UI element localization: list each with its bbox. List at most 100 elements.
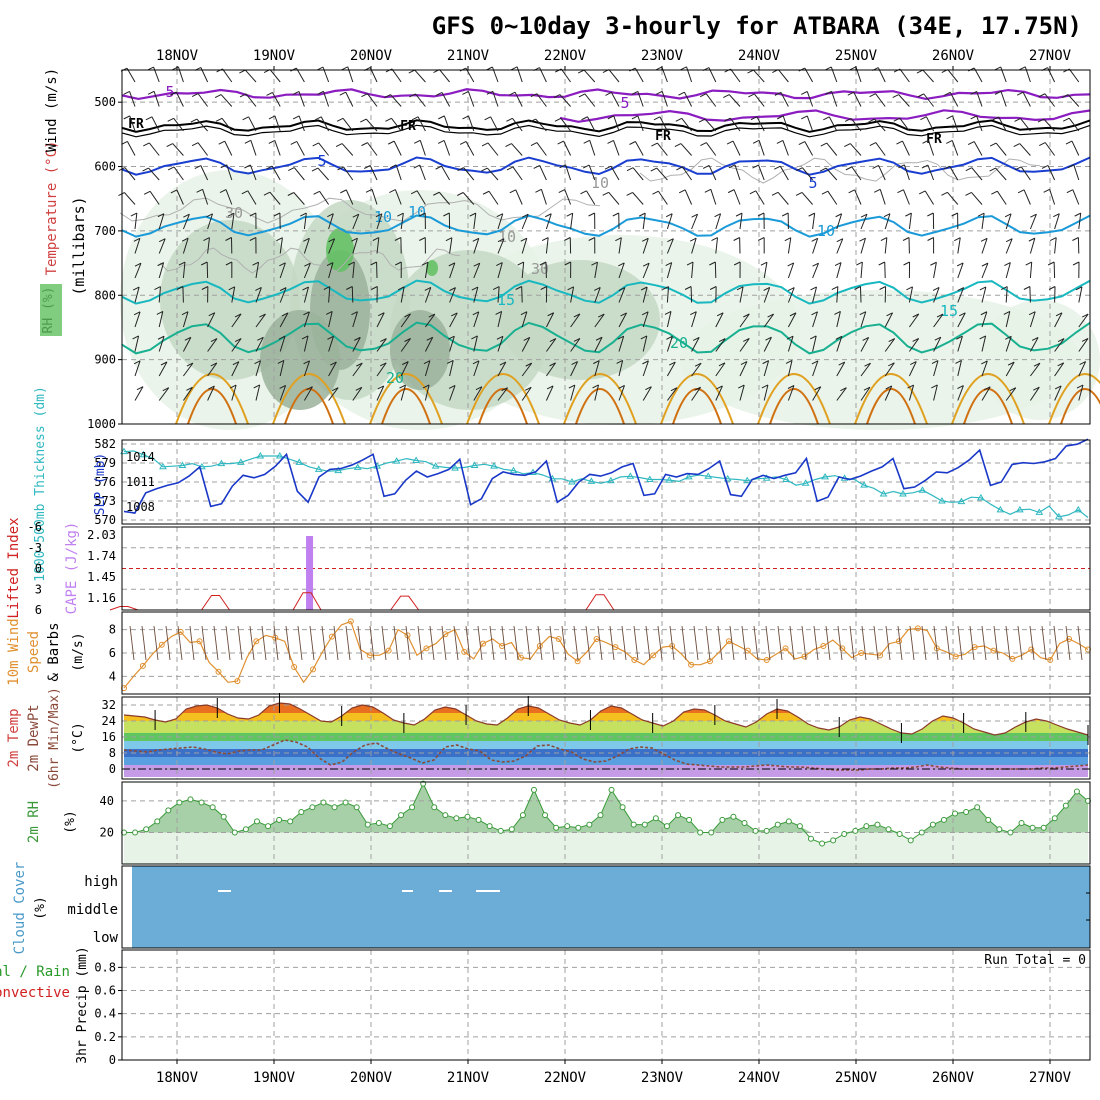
wind-barb-flag (520, 237, 528, 242)
wind-barb (704, 118, 717, 132)
wind-barb-flag (897, 189, 904, 194)
thickness-marker (159, 462, 167, 470)
wind-barb-flag (848, 189, 855, 194)
wind-barb-flag (1007, 361, 1015, 366)
wind-barb (158, 361, 168, 377)
wind-barb-flag (642, 262, 650, 267)
wind-barb-flag (577, 69, 585, 74)
wind-barb-flag (704, 188, 712, 193)
wind-barb-flag (838, 361, 845, 366)
wind-barb-flag (395, 261, 402, 266)
wind-barb (491, 66, 499, 83)
rh-marker (730, 813, 737, 820)
date-label-top: 26NOV (932, 48, 975, 64)
wind-barb-flag (377, 385, 384, 390)
thickness-marker (977, 493, 985, 501)
wind-barb (424, 384, 430, 401)
wind-barb (1044, 142, 1056, 156)
wind-barb (545, 213, 552, 230)
wind-barb (328, 361, 337, 377)
wind-barb-flag (564, 237, 571, 241)
cloud-level-label: middle (67, 902, 118, 918)
wind-barb (777, 69, 789, 83)
wind-barb (981, 286, 987, 303)
warm-temperature-arch (478, 388, 528, 425)
wind-barb-flag (595, 336, 603, 341)
wind-speed-marker (347, 618, 354, 625)
surface-wind-barb (981, 625, 987, 661)
surface-wind-barb (405, 625, 411, 661)
wind-barb-flag (254, 360, 261, 365)
wind-barb-flag (716, 312, 724, 317)
wind-barb-flag (664, 310, 672, 315)
rh-marker (641, 821, 648, 828)
wind-barb-flag (847, 91, 855, 96)
wind-barb (352, 337, 361, 352)
wind-barb-flag (495, 310, 502, 315)
wind-barb-flag (311, 167, 319, 172)
wind-barb (439, 69, 450, 83)
wind-barb (231, 361, 240, 377)
surface-wind-barb (945, 625, 951, 661)
wind-barb (521, 286, 523, 303)
wind-barb (971, 192, 983, 205)
wind-barb-flag (411, 116, 419, 121)
wind-barb-flag (618, 287, 626, 292)
wind-barb (618, 237, 622, 254)
surface-wind-barb (177, 625, 183, 661)
wind-barb-flag (1067, 164, 1075, 169)
wind-barb (995, 142, 1007, 156)
surface-wind-barb (237, 625, 243, 661)
thickness-marker (217, 459, 226, 467)
wind-tick-label: 4 (109, 669, 116, 683)
wind-barb (594, 262, 598, 279)
rh-marker (586, 821, 593, 828)
rh-marker (508, 826, 515, 833)
wind-barb-flag (472, 311, 480, 316)
wind-barb (492, 91, 499, 107)
wind-barb-flag (898, 164, 905, 169)
wind-barb-flag (529, 118, 536, 123)
wind-barb-flag (752, 139, 760, 144)
surface-wind-barb (525, 625, 531, 661)
wind-speed-marker (858, 650, 865, 656)
wind-barb (207, 213, 214, 230)
wind-barb-flag (160, 361, 168, 366)
wind-barb (497, 387, 508, 401)
wind-barb (516, 66, 523, 83)
wind-barb-flag (497, 238, 505, 243)
wind-barb (802, 167, 813, 181)
wind-barb (812, 262, 819, 279)
rh-contour-line (639, 157, 1041, 184)
wind-speed-marker (196, 638, 203, 645)
wind-barb (715, 385, 723, 401)
wind-barb (739, 213, 743, 230)
wind-barb (515, 189, 523, 205)
rh-marker (874, 821, 881, 828)
wind-barb-flag (788, 287, 795, 292)
wind-barb-flag (597, 313, 605, 318)
wind-barb-flag (524, 386, 532, 391)
wind-barb-flag (808, 212, 815, 217)
surface-wind-barb (489, 625, 495, 661)
thickness-marker (957, 497, 966, 505)
wind-barb-flag (317, 90, 324, 95)
wind-axis-label: Speed (26, 631, 42, 673)
rh-marker (1073, 788, 1080, 795)
wind-barb-flag (133, 311, 141, 316)
panel-frame (121, 781, 1091, 865)
wind-barb-flag (541, 237, 549, 242)
wind-barb-flag (698, 118, 706, 123)
surface-wind-barb (621, 625, 627, 661)
contour-label: 10 (817, 222, 835, 240)
wind-barb (666, 213, 673, 230)
wind-barb (279, 287, 287, 303)
wind-barb-flag (844, 143, 851, 148)
wind-barb (400, 213, 404, 230)
wind-barb-flag (208, 312, 215, 317)
wind-barb (148, 142, 160, 156)
wind-barb (272, 92, 281, 107)
wind-barb-flag (547, 312, 554, 317)
legend-label: Wind (m/s) (44, 68, 60, 152)
